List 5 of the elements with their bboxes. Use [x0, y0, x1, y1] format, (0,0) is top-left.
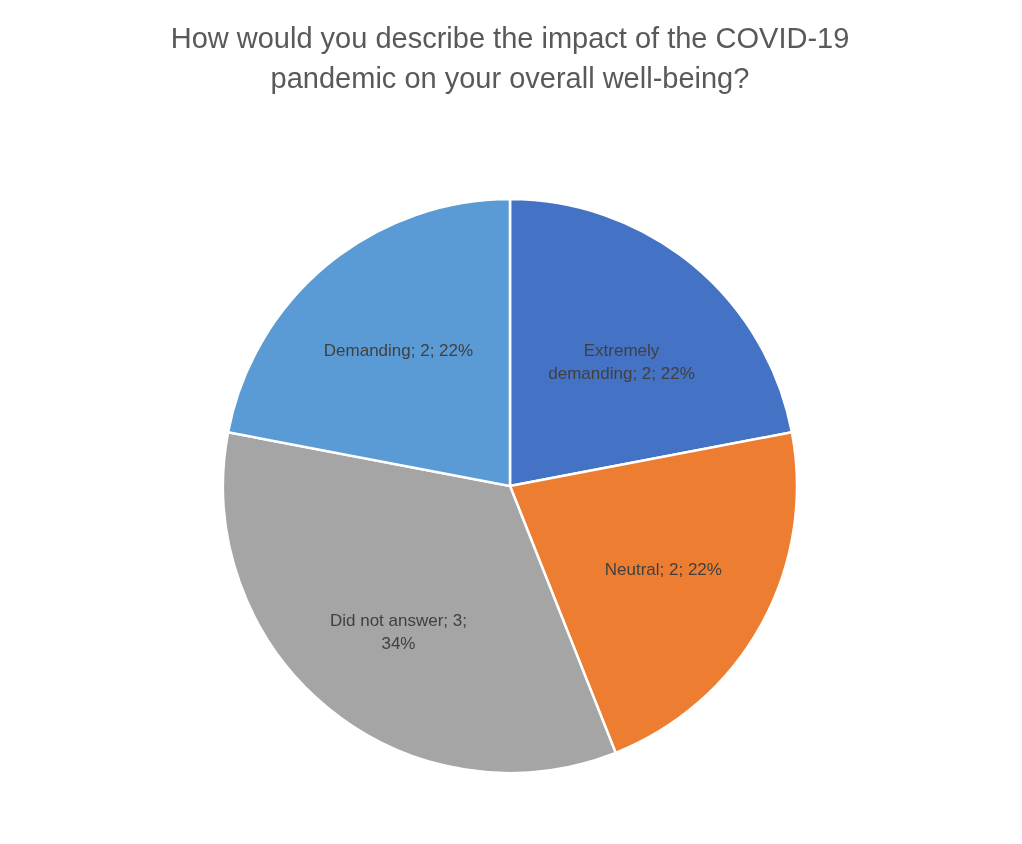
slice-label: Neutral; 2; 22% — [604, 560, 722, 580]
slice-label: Did not answer; 3; 34% — [329, 610, 467, 653]
slice-label: Demanding; 2; 22% — [323, 341, 474, 361]
slice-label: Extremely demanding; 2; 22% — [548, 341, 695, 384]
chart-title: How would you describe the impact of the COVID-19 pandemic on your overall well-being? — [170, 22, 850, 94]
